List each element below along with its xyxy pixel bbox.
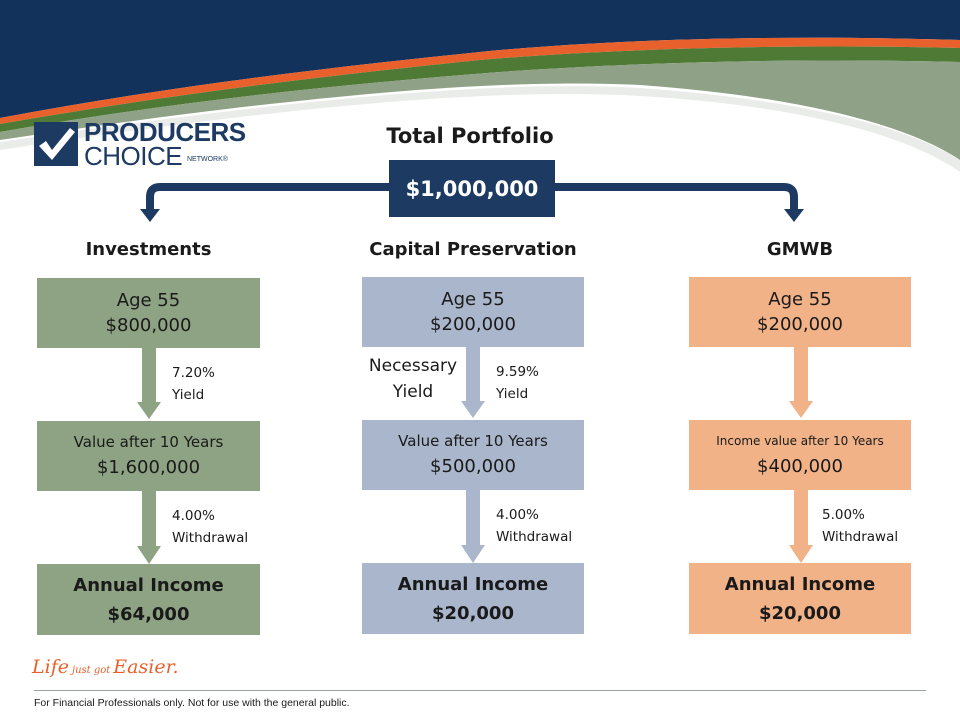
capital-value-label: Value after 10 Years bbox=[398, 432, 548, 450]
tagline: Life just got Easier. bbox=[32, 656, 179, 678]
investments-income-value: $64,000 bbox=[107, 603, 190, 625]
footer-disclaimer: For Financial Professionals only. Not fo… bbox=[34, 697, 350, 709]
logo-text-network: NETWORK® bbox=[187, 156, 228, 163]
investments-income-label: Annual Income bbox=[73, 574, 224, 596]
gmwb-value-label: Income value after 10 Years bbox=[716, 434, 884, 448]
tagline-life: Life bbox=[32, 656, 69, 678]
capital-yield-rate: 9.59% bbox=[496, 364, 539, 380]
logo-text-choice: CHOICE bbox=[84, 141, 183, 171]
gmwb-income-value: $20,000 bbox=[759, 602, 841, 624]
capital-income-label: Annual Income bbox=[397, 573, 549, 595]
capital-necessary-yield: Necessary Yield bbox=[360, 353, 466, 405]
checkmark-icon bbox=[34, 122, 78, 166]
investments-amount: $800,000 bbox=[105, 315, 192, 336]
capital-income-value: $20,000 bbox=[432, 602, 514, 624]
capital-amount: $200,000 bbox=[430, 314, 516, 335]
split-connector bbox=[140, 183, 804, 222]
investments-withdrawal-note: 4.00% Withdrawal bbox=[172, 505, 248, 549]
gmwb-age: Age 55 bbox=[768, 289, 832, 310]
capital-yield-note: 9.59% Yield bbox=[496, 361, 539, 405]
diagram-title: Total Portfolio bbox=[386, 124, 554, 148]
gmwb-start-box: Age 55 $200,000 bbox=[689, 277, 911, 347]
capital-yield-label: Yield bbox=[392, 382, 434, 402]
investments-value-box: Value after 10 Years $1,600,000 bbox=[37, 421, 260, 491]
gmwb-value-box: Income value after 10 Years $400,000 bbox=[689, 420, 911, 490]
gmwb-value-amount: $400,000 bbox=[757, 456, 843, 477]
capital-withdrawal-note: 4.00% Withdrawal bbox=[496, 504, 572, 548]
investments-value-label: Value after 10 Years bbox=[73, 433, 224, 451]
investments-withdrawal-label: Withdrawal bbox=[172, 530, 249, 546]
gmwb-withdrawal-note: 5.00% Withdrawal bbox=[822, 504, 898, 548]
investments-start-box: Age 55 $800,000 bbox=[37, 278, 260, 348]
capital-start-box: Age 55 $200,000 bbox=[362, 277, 584, 347]
investments-yield-label: Yield bbox=[172, 387, 205, 403]
capital-withdrawal-label: Withdrawal bbox=[496, 529, 573, 545]
gmwb-income-box: Annual Income $20,000 bbox=[689, 563, 911, 634]
capital-age: Age 55 bbox=[441, 289, 505, 310]
heading-gmwb: GMWB bbox=[766, 239, 834, 260]
logo-text-producers: PRODUCERS bbox=[84, 117, 246, 147]
capital-withdrawal-rate: 4.00% bbox=[496, 507, 539, 523]
investments-age: Age 55 bbox=[116, 290, 181, 311]
investments-withdrawal-rate: 4.00% bbox=[172, 508, 215, 524]
heading-capital-preservation: Capital Preservation bbox=[369, 239, 577, 260]
investments-value-amount: $1,600,000 bbox=[96, 457, 201, 478]
capital-income-box: Annual Income $20,000 bbox=[362, 563, 584, 634]
total-portfolio-value: $1,000,000 bbox=[389, 160, 555, 217]
producers-choice-logo: PRODUCERS CHOICE NETWORK® bbox=[34, 117, 246, 171]
investments-income-box: Annual Income $64,000 bbox=[37, 564, 260, 635]
gmwb-withdrawal-rate: 5.00% bbox=[822, 507, 865, 523]
tagline-easier: Easier. bbox=[113, 656, 179, 678]
gmwb-amount: $200,000 bbox=[757, 314, 843, 335]
heading-investments: Investments bbox=[85, 239, 212, 260]
footer-divider bbox=[34, 690, 926, 691]
tagline-just-got: just got bbox=[71, 665, 111, 676]
capital-necessary-label: Necessary bbox=[368, 356, 458, 376]
header-banner bbox=[0, 0, 960, 172]
gmwb-income-label: Annual Income bbox=[724, 573, 876, 595]
gmwb-withdrawal-label: Withdrawal bbox=[822, 529, 899, 545]
investments-yield-note: 7.20% Yield bbox=[172, 362, 215, 406]
capital-yield-rate-label: Yield bbox=[496, 386, 529, 402]
capital-value-box: Value after 10 Years $500,000 bbox=[362, 420, 584, 490]
investments-yield-rate: 7.20% bbox=[172, 365, 215, 381]
capital-value-amount: $500,000 bbox=[430, 456, 516, 477]
